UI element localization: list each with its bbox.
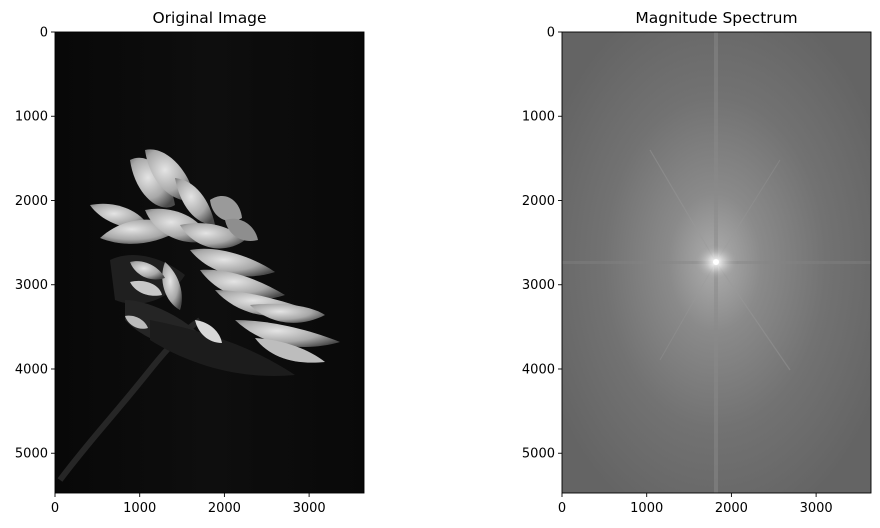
y-axis-spectrum: 0 1000 2000 3000 4000 5000: [522, 26, 562, 462]
y-tick-label: 0: [40, 26, 48, 41]
x-tick-label: 0: [558, 501, 566, 516]
y-axis-original: 0 1000 2000 3000 4000 5000: [15, 26, 55, 462]
y-tick-label: 0: [547, 26, 555, 41]
axes-frame-original: [54, 31, 365, 494]
axes-frame-spectrum: [561, 31, 872, 494]
panel-original: Original Image: [15, 9, 365, 516]
x-tick-label: 3000: [293, 501, 326, 516]
y-tick-label: 4000: [15, 362, 48, 377]
y-tick-label: 4000: [522, 362, 555, 377]
x-axis-original: 0 1000 2000 3000: [51, 493, 326, 516]
panel-spectrum: Magnitude Spectrum 0 1000 2000 3000 0 1000 20…: [522, 9, 872, 516]
x-tick-label: 1000: [630, 501, 663, 516]
y-tick-label: 1000: [522, 110, 555, 125]
panel-title-spectrum: Magnitude Spectrum: [635, 9, 797, 27]
y-tick-label: 1000: [15, 110, 48, 125]
y-tick-label: 2000: [522, 194, 555, 209]
image-spectrum: [562, 32, 871, 493]
x-tick-label: 2000: [208, 501, 241, 516]
panel-title-original: Original Image: [152, 9, 266, 27]
image-original: [55, 32, 364, 493]
x-tick-label: 2000: [715, 501, 748, 516]
x-tick-label: 3000: [800, 501, 833, 516]
y-tick-label: 2000: [15, 194, 48, 209]
x-tick-label: 0: [51, 501, 59, 516]
y-tick-label: 3000: [15, 278, 48, 293]
y-tick-label: 3000: [522, 278, 555, 293]
x-axis-spectrum: 0 1000 2000 3000: [558, 493, 833, 516]
y-tick-label: 5000: [15, 447, 48, 462]
x-tick-label: 1000: [123, 501, 156, 516]
y-tick-label: 5000: [522, 447, 555, 462]
